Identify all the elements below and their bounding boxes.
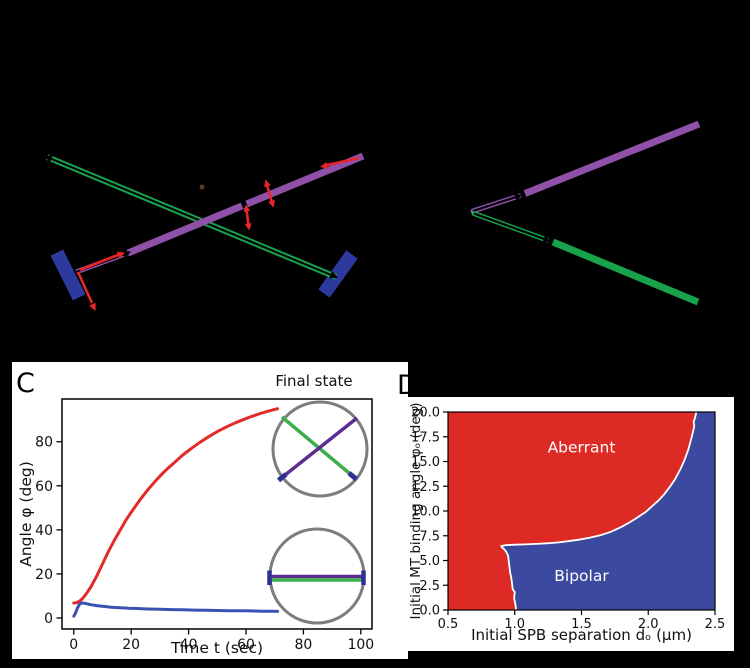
y-tick-label: 40 bbox=[35, 523, 53, 539]
x-tick-label: 2.0 bbox=[638, 617, 659, 632]
x-tick-label: 1.0 bbox=[504, 617, 525, 632]
x-tick-label: 40 bbox=[180, 637, 198, 653]
plot-frame-c bbox=[61, 398, 373, 630]
panel-a-diagram bbox=[44, 152, 365, 311]
bipolar-label: Bipolar bbox=[554, 567, 609, 585]
panel-label-d: D bbox=[397, 370, 418, 401]
panel-label-c: C bbox=[16, 368, 35, 399]
spb-arrow-along-mt-head bbox=[116, 251, 125, 259]
y-axis-label-c: Angle φ (deg) bbox=[17, 461, 35, 567]
x-tick-label: 100 bbox=[347, 637, 374, 653]
y-tick-label: 12.5 bbox=[411, 480, 440, 495]
panel-b-diagram bbox=[470, 120, 701, 306]
green-b-arrowhead bbox=[542, 235, 551, 243]
y-tick-label: 60 bbox=[35, 479, 53, 495]
inset-spb-mark-right bbox=[347, 471, 359, 482]
y-tick-label: 0.0 bbox=[419, 604, 440, 619]
x-axis-label-c: Time t (sec) bbox=[170, 639, 263, 657]
purple-b-arrowhead bbox=[514, 193, 522, 201]
final-state-inset-aberrant bbox=[271, 400, 369, 498]
y-axis-label-d: Initial MT binding angle φₒ (deg) bbox=[408, 403, 424, 620]
inset-title: Final state bbox=[275, 372, 352, 390]
pivot-arrow-2-head-up bbox=[243, 204, 251, 212]
mt-green-thick-b bbox=[551, 238, 700, 306]
mt-diagram-canvas bbox=[44, 120, 701, 311]
x-tick-label: 2.5 bbox=[705, 617, 726, 632]
microtubule-green-core bbox=[46, 156, 337, 278]
spb-right bbox=[318, 250, 358, 298]
cell-circle-top bbox=[271, 400, 369, 498]
x-tick-label: 0.5 bbox=[438, 617, 459, 632]
y-tick-label: 15.0 bbox=[411, 455, 440, 470]
angle-vs-time-chart: Final state Time t (sec) Angle φ (deg) 0… bbox=[17, 372, 374, 657]
bipolar-region bbox=[501, 412, 715, 610]
green-mt-arrowhead-left bbox=[44, 155, 53, 163]
x-tick-label: 0 bbox=[69, 637, 78, 653]
panel-c: Final state Time t (sec) Angle φ (deg) 0… bbox=[12, 362, 408, 659]
pivot-arrow-1 bbox=[265, 183, 274, 205]
pivot-arrow-1-head-up bbox=[264, 179, 271, 188]
y-tick-label: 80 bbox=[35, 435, 53, 451]
y-tick-label: 0 bbox=[44, 611, 53, 627]
force-arrows bbox=[76, 156, 360, 311]
aberrant-label: Aberrant bbox=[548, 439, 616, 457]
y-tick-label: 10.0 bbox=[411, 505, 440, 520]
sliding-arrow-top-head bbox=[320, 161, 329, 169]
y-tick-label: 5.0 bbox=[419, 554, 440, 569]
axes-c: 0 20 40 60 80 100 0 20 40 60 80 bbox=[35, 398, 374, 653]
y-tick-label: 17.5 bbox=[411, 430, 440, 445]
phase-boundary bbox=[500, 411, 698, 611]
y-tick-label: 20 bbox=[35, 567, 53, 583]
spb-arrow-along-mt bbox=[79, 253, 120, 272]
x-tick-label: 80 bbox=[294, 637, 312, 653]
y-tick-label: 2.5 bbox=[419, 579, 440, 594]
y-tick-label: 20.0 bbox=[411, 406, 440, 421]
panel-d: Initial SPB separation dₒ (μm) Initial M… bbox=[406, 397, 734, 651]
pivot-arrow-2-head-down bbox=[244, 223, 252, 231]
x-tick-label: 20 bbox=[122, 637, 140, 653]
x-tick-label: 1.5 bbox=[571, 617, 592, 632]
brown-dot bbox=[199, 184, 205, 190]
aberrant-trajectory-curve bbox=[72, 407, 280, 605]
spb-arrow-down-head bbox=[89, 302, 96, 311]
spb-arrow-down bbox=[76, 271, 94, 304]
phase-diagram-chart: Initial SPB separation dₒ (μm) Initial M… bbox=[408, 403, 725, 644]
plot-d: 0.5 1.0 1.5 2.0 2.5 0.0 2.5 5.0 7.5 10.0 12.5 15.0 1… bbox=[411, 406, 725, 633]
final-state-inset-bipolar bbox=[267, 527, 366, 625]
x-tick-label: 60 bbox=[237, 637, 255, 653]
mt-purple-thick-b bbox=[523, 120, 701, 197]
inset-purple-mt-crossed bbox=[278, 416, 359, 481]
bipolar-trajectory-curve bbox=[72, 601, 280, 618]
mt-purple-thin-b-core bbox=[472, 194, 520, 213]
y-tick-label: 7.5 bbox=[419, 529, 440, 544]
spb-left bbox=[50, 249, 86, 301]
inset-spb-mark-left bbox=[276, 472, 288, 483]
sliding-arrow-top bbox=[324, 156, 360, 167]
x-axis-label-d: Initial SPB separation dₒ (μm) bbox=[471, 626, 692, 644]
purple-mt-gap bbox=[240, 199, 248, 209]
pivot-arrow-1-head-down bbox=[268, 199, 275, 208]
mt-green-thin-b-core bbox=[473, 212, 548, 242]
green-mt-arrowhead-right bbox=[329, 271, 338, 279]
plot-frame-d bbox=[447, 411, 716, 611]
